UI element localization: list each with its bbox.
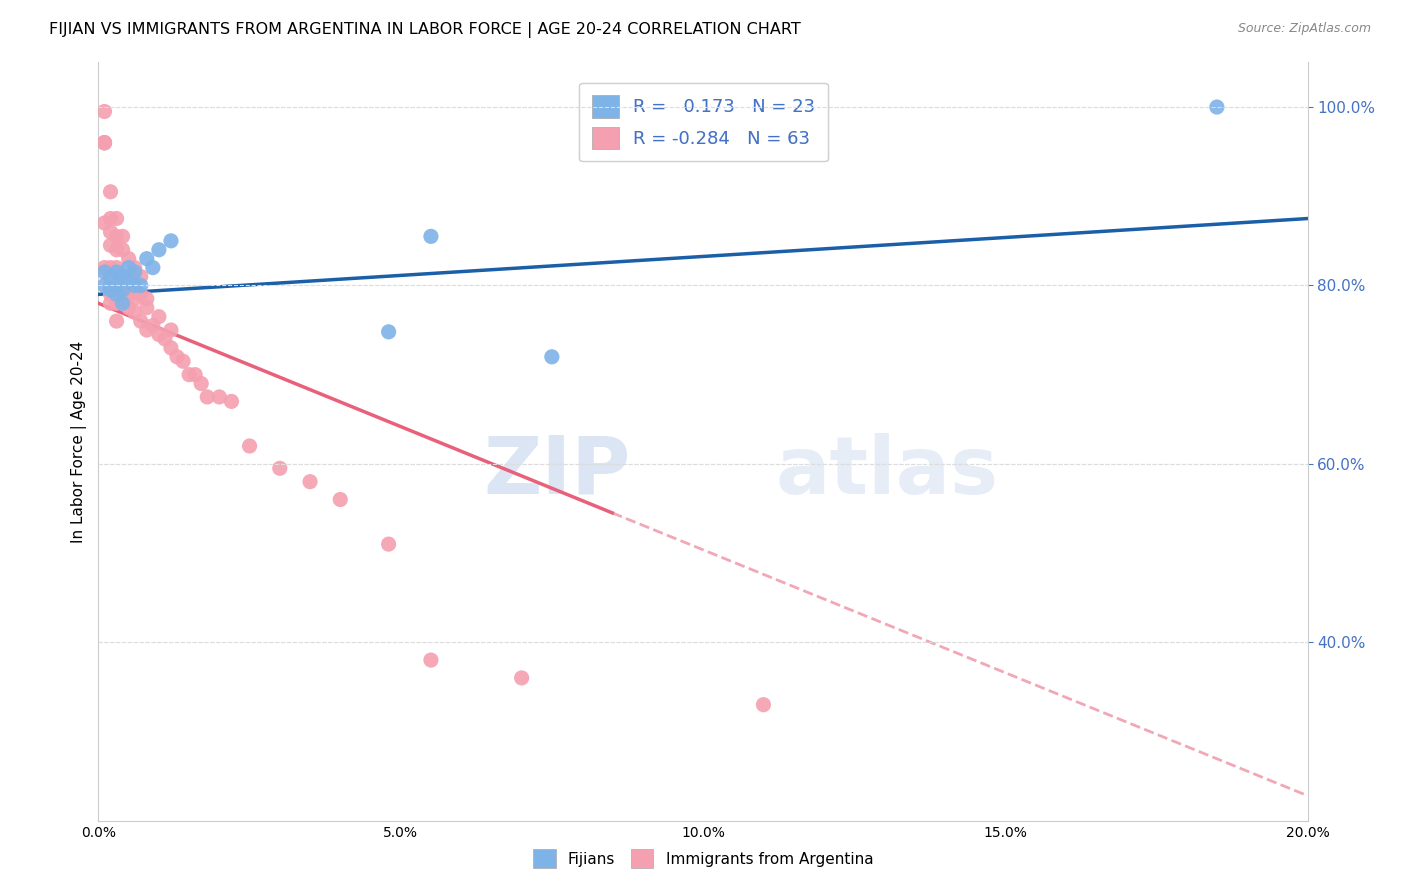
Point: [135, 292, 157, 306]
Point: [93, 136, 115, 150]
Point: [111, 243, 134, 257]
Point: [420, 653, 443, 667]
Point: [105, 278, 128, 293]
Point: [118, 274, 141, 288]
Point: [105, 243, 128, 257]
Point: [184, 368, 207, 382]
Text: ZIP: ZIP: [484, 433, 630, 511]
Text: atlas: atlas: [776, 433, 998, 511]
Point: [111, 296, 134, 310]
Point: [135, 323, 157, 337]
Point: [105, 287, 128, 301]
Point: [752, 698, 775, 712]
Point: [93, 104, 115, 119]
Point: [93, 136, 115, 150]
Legend: Fijians, Immigrants from Argentina: Fijians, Immigrants from Argentina: [524, 841, 882, 875]
Point: [124, 278, 146, 293]
Point: [135, 252, 157, 266]
Point: [100, 238, 122, 252]
Point: [179, 368, 201, 382]
Point: [100, 260, 122, 275]
Point: [93, 136, 115, 150]
Point: [160, 341, 183, 355]
Point: [420, 229, 443, 244]
Point: [100, 283, 122, 297]
Point: [142, 260, 165, 275]
Point: [100, 278, 122, 293]
Point: [129, 287, 152, 301]
Point: [195, 390, 218, 404]
Point: [93, 260, 115, 275]
Point: [100, 287, 122, 301]
Point: [135, 301, 157, 315]
Point: [172, 354, 194, 368]
Text: Source: ZipAtlas.com: Source: ZipAtlas.com: [1237, 22, 1371, 36]
Point: [129, 278, 152, 293]
Point: [105, 287, 128, 301]
Point: [160, 323, 183, 337]
Point: [100, 225, 122, 239]
Point: [208, 390, 231, 404]
Point: [105, 265, 128, 279]
Point: [124, 260, 146, 275]
Text: FIJIAN VS IMMIGRANTS FROM ARGENTINA IN LABOR FORCE | AGE 20-24 CORRELATION CHART: FIJIAN VS IMMIGRANTS FROM ARGENTINA IN L…: [49, 22, 801, 38]
Point: [166, 350, 188, 364]
Point: [118, 269, 141, 284]
Point: [510, 671, 533, 685]
Point: [1206, 100, 1229, 114]
Point: [118, 301, 141, 315]
Point: [129, 314, 152, 328]
Point: [148, 310, 170, 324]
Point: [377, 537, 399, 551]
Point: [269, 461, 291, 475]
Point: [160, 234, 183, 248]
Point: [105, 260, 128, 275]
Point: [148, 243, 170, 257]
Point: [111, 287, 134, 301]
Point: [118, 260, 141, 275]
Point: [100, 185, 122, 199]
Point: [124, 278, 146, 293]
Point: [111, 283, 134, 297]
Point: [105, 296, 128, 310]
Point: [221, 394, 243, 409]
Point: [105, 278, 128, 293]
Point: [124, 292, 146, 306]
Point: [190, 376, 212, 391]
Point: [100, 296, 122, 310]
Point: [93, 136, 115, 150]
Point: [148, 327, 170, 342]
Point: [105, 229, 128, 244]
Point: [129, 269, 152, 284]
Point: [124, 265, 146, 279]
Point: [377, 325, 399, 339]
Point: [100, 269, 122, 284]
Legend: R =   0.173   N = 23, R = -0.284   N = 63: R = 0.173 N = 23, R = -0.284 N = 63: [579, 83, 828, 161]
Point: [111, 269, 134, 284]
Point: [142, 318, 165, 333]
Point: [118, 287, 141, 301]
Point: [93, 278, 115, 293]
Y-axis label: In Labor Force | Age 20-24: In Labor Force | Age 20-24: [72, 341, 87, 542]
Point: [111, 269, 134, 284]
Point: [111, 229, 134, 244]
Point: [124, 305, 146, 319]
Point: [118, 252, 141, 266]
Point: [540, 350, 562, 364]
Point: [105, 314, 128, 328]
Point: [239, 439, 262, 453]
Point: [105, 211, 128, 226]
Point: [329, 492, 352, 507]
Point: [100, 211, 122, 226]
Point: [153, 332, 176, 346]
Point: [93, 265, 115, 279]
Point: [299, 475, 322, 489]
Point: [93, 216, 115, 230]
